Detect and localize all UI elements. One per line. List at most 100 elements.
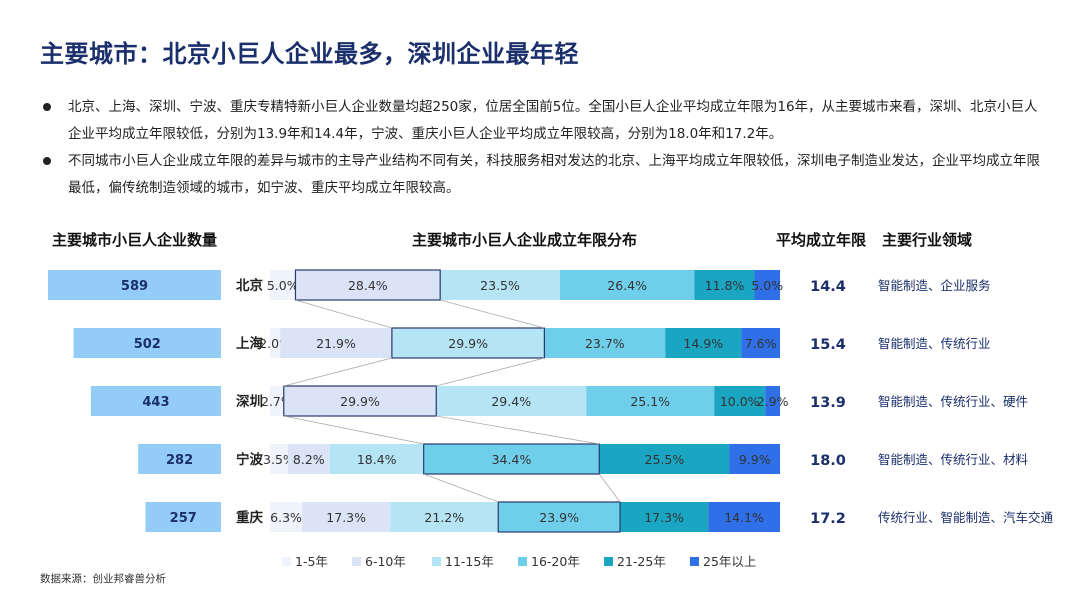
count-bar-label: 257 (170, 511, 197, 526)
segment-value-label: 9.9% (739, 452, 771, 467)
distribution-segment (544, 328, 666, 358)
industry-label: 传统行业、智能制造、汽车交通 (878, 510, 1054, 525)
industry-label: 智能制造、传统行业、硬件 (878, 394, 1028, 409)
count-bar-label: 282 (166, 453, 193, 468)
legend-label: 11-15年 (445, 554, 494, 569)
distribution-segment (754, 270, 780, 300)
segment-value-label: 23.7% (585, 336, 625, 351)
distribution-segment (283, 386, 437, 416)
distribution-segment (390, 502, 499, 532)
segment-value-label: 21.9% (316, 336, 356, 351)
distribution-segment (729, 444, 780, 474)
legend-swatch (282, 557, 291, 566)
connector-line (598, 473, 621, 503)
legend-swatch (518, 557, 527, 566)
legend-label: 16-20年 (531, 554, 580, 569)
segment-value-label: 25.5% (645, 452, 685, 467)
modal-segment-outline (283, 385, 437, 417)
industry-label: 智能制造、企业服务 (878, 278, 991, 293)
segment-value-label: 23.5% (480, 278, 520, 293)
legend-swatch (432, 557, 441, 566)
segment-value-label: 17.3% (326, 510, 366, 525)
avg-years-value: 18.0 (810, 453, 846, 469)
segment-value-label: 17.3% (644, 510, 684, 525)
connector-line (283, 357, 392, 387)
modal-segment-outline (294, 269, 441, 301)
modal-segment-outline (497, 501, 621, 533)
segment-value-label: 29.4% (491, 394, 531, 409)
segment-value-label: 23.9% (539, 510, 579, 525)
segment-value-label: 34.4% (492, 452, 532, 467)
avg-years-value: 14.4 (810, 279, 846, 295)
legend-swatch (604, 557, 613, 566)
segment-value-label: 29.9% (448, 336, 488, 351)
connector-line (436, 357, 545, 387)
distribution-segment (559, 270, 695, 300)
distribution-segment (586, 386, 715, 416)
page-title: 主要城市：北京小巨人企业最多，深圳企业最年轻 (40, 40, 579, 68)
modal-segment-outline (391, 327, 545, 359)
distribution-segment (329, 444, 424, 474)
bullet-list: 北京、上海、深圳、宁波、重庆专精特新小巨人企业数量均超250家，位居全国前5位。… (40, 94, 1050, 202)
segment-value-label: 11.8% (705, 278, 745, 293)
segment-value-label: 5.0% (267, 278, 299, 293)
segment-value-label: 26.4% (607, 278, 647, 293)
distribution-segment (270, 328, 281, 358)
segment-value-label: 14.9% (683, 336, 723, 351)
distribution-segment (741, 328, 780, 358)
city-label: 上海 (236, 335, 263, 352)
count-bar-label: 589 (121, 279, 148, 294)
distribution-segment (665, 328, 742, 358)
segment-value-label: 7.6% (745, 336, 777, 351)
legend-swatch (352, 557, 361, 566)
bullet-item: 不同城市小巨人企业成立年限的差异与城市的主导产业结构不同有关，科技服务相对发达的… (40, 148, 1050, 202)
distribution-segment (280, 328, 392, 358)
segment-value-label: 14.1% (724, 510, 764, 525)
connector-line (436, 415, 600, 445)
industry-label: 智能制造、传统行业、材料 (878, 452, 1029, 467)
count-bar (145, 502, 221, 532)
segment-value-label: 21.2% (424, 510, 464, 525)
legend-swatch (690, 557, 699, 566)
legend-label: 6-10年 (365, 554, 406, 569)
count-bar-label: 502 (134, 337, 161, 352)
distribution-segment (440, 270, 560, 300)
city-label: 深圳 (236, 393, 263, 410)
distribution-segment (694, 270, 755, 300)
distribution-segment (599, 444, 730, 474)
count-column-header: 主要城市小巨人企业数量 (52, 231, 218, 249)
distribution-segment (498, 502, 621, 532)
count-bar (90, 386, 222, 416)
legend-label: 1-5年 (295, 554, 328, 569)
data-source-note: 数据来源：创业邦睿兽分析 (40, 573, 166, 585)
distribution-segment (391, 328, 545, 358)
distribution-segment (714, 386, 766, 416)
segment-value-label: 25.1% (630, 394, 670, 409)
distribution-segment (620, 502, 709, 532)
distribution-segment (270, 444, 288, 474)
segment-value-label: 6.3% (270, 510, 302, 525)
distribution-column-header: 主要城市小巨人企业成立年限分布 (412, 231, 638, 249)
distribution-segment (270, 386, 284, 416)
bullet-item: 北京、上海、深圳、宁波、重庆专精特新小巨人企业数量均超250家，位居全国前5位。… (40, 94, 1050, 148)
connector-line (440, 299, 545, 329)
avg-column-header: 平均成立年限 (776, 231, 867, 249)
city-label: 宁波 (236, 451, 263, 468)
segment-value-label: 3.5% (263, 452, 295, 467)
distribution-segment (423, 444, 600, 474)
segment-value-label: 29.9% (340, 394, 380, 409)
count-bar-label: 443 (142, 395, 169, 410)
connector-line (283, 415, 424, 445)
connector-line (423, 473, 499, 503)
distribution-segment (302, 502, 391, 532)
modal-segment-outline (423, 443, 600, 475)
connector-line (295, 299, 393, 329)
segment-value-label: 18.4% (357, 452, 397, 467)
segment-value-label: 28.4% (348, 278, 388, 293)
count-bar (73, 328, 221, 358)
industry-label: 智能制造、传统行业 (878, 336, 991, 351)
avg-years-value: 15.4 (810, 337, 846, 353)
industry-column-header: 主要行业领域 (882, 231, 973, 249)
distribution-segment (270, 502, 303, 532)
